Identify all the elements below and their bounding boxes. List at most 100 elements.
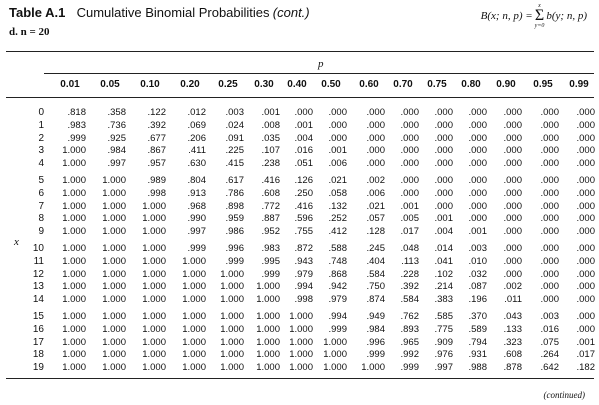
table-cell: 1.000 [62, 158, 86, 170]
table-cell: .000 [468, 200, 488, 212]
table-cell: 1.000 [220, 294, 244, 306]
table-cell: .750 [366, 281, 386, 293]
table-cell: .000 [576, 213, 596, 225]
row-x-value: 17 [32, 336, 44, 348]
table-cell: 1.000 [182, 349, 206, 361]
table-cell: .004 [434, 226, 454, 238]
header-bottom-rule [6, 97, 594, 98]
table-cell: .001 [400, 200, 420, 212]
table-cell: .416 [294, 200, 314, 212]
table-cell: 1.000 [142, 336, 166, 348]
table-cell: .772 [261, 200, 281, 212]
table-cell: .383 [434, 294, 454, 306]
table-cell: .931 [468, 349, 488, 361]
column-header: 0.75 [427, 79, 447, 90]
table-cell: .584 [400, 294, 420, 306]
table-cell: .370 [468, 311, 488, 322]
table-cell: .001 [434, 213, 454, 225]
table-cell: 1.000 [62, 362, 86, 374]
table-cell: .000 [400, 132, 420, 144]
table-cell: .128 [366, 226, 386, 238]
sigma-icon: Σ [534, 7, 545, 24]
table-cell: .000 [468, 187, 488, 199]
row-x-value: 4 [38, 158, 44, 170]
table-cell: .000 [540, 145, 560, 157]
table-cell: 1.000 [323, 362, 347, 374]
table-cell: .008 [261, 119, 281, 131]
table-cell: 1.000 [62, 213, 86, 225]
table-cell: .984 [366, 323, 386, 335]
table-cell: .000 [540, 200, 560, 212]
table-cell: 1.000 [62, 175, 86, 186]
sigma-upper-limit: x [538, 3, 541, 9]
table-cell: .132 [328, 200, 348, 212]
table-cell: .943 [294, 255, 314, 267]
table-cell: .000 [434, 132, 454, 144]
table-cell: .998 [294, 294, 314, 306]
table-cell: 1.000 [182, 294, 206, 306]
table-cell: .588 [328, 243, 348, 254]
row-x-value: 1 [38, 119, 44, 131]
p-header-rule [44, 73, 594, 74]
table-cell: .949 [366, 311, 386, 322]
column-header: 0.20 [180, 79, 200, 90]
row-x-value: 10 [32, 243, 44, 254]
row-x-value: 15 [32, 311, 44, 322]
x-axis-label: x [14, 236, 19, 248]
table-cell: .057 [366, 213, 386, 225]
table-cell: .990 [187, 213, 207, 225]
table-cell: .999 [261, 268, 281, 280]
table-cell: .001 [328, 145, 348, 157]
table-cell: .976 [434, 349, 454, 361]
table-cell: .000 [434, 200, 454, 212]
row-x-value: 5 [38, 175, 44, 186]
column-header: 0.99 [569, 79, 589, 90]
table-cell: .000 [366, 145, 386, 157]
table-cell: 1.000 [102, 349, 126, 361]
table-cell: 1.000 [62, 349, 86, 361]
table-label: Table A.1 [9, 5, 66, 20]
table-cell: .887 [261, 213, 281, 225]
table-cell: .000 [400, 175, 420, 186]
table-cell: .003 [225, 107, 245, 118]
column-header: 0.90 [496, 79, 516, 90]
table-cell: 1.000 [62, 187, 86, 199]
table-cell: .006 [366, 187, 386, 199]
table-cell: .736 [107, 119, 127, 131]
table-cell: .416 [261, 175, 281, 186]
column-header: 0.01 [60, 79, 80, 90]
table-cell: .000 [400, 107, 420, 118]
table-cell: .016 [540, 323, 560, 335]
table-cell: .642 [540, 362, 560, 374]
table-cell: .999 [400, 362, 420, 374]
table-cell: .000 [294, 107, 314, 118]
table-cell: .979 [294, 268, 314, 280]
row-x-value: 6 [38, 187, 44, 199]
table-cell: .000 [503, 200, 523, 212]
column-header: 0.80 [461, 79, 481, 90]
table-cell: .909 [434, 336, 454, 348]
table-cell: .000 [400, 158, 420, 170]
table-cell: .999 [187, 243, 207, 254]
table-cell: .000 [540, 175, 560, 186]
table-cell: .999 [67, 132, 87, 144]
column-header: 0.50 [321, 79, 341, 90]
table-cell: 1.000 [62, 281, 86, 293]
p-axis-label: p [318, 58, 324, 70]
table-cell: .206 [187, 132, 207, 144]
table-cell: .323 [503, 336, 523, 348]
table-cell: .000 [468, 158, 488, 170]
table-cell: .001 [576, 336, 596, 348]
table-cell: .868 [328, 268, 348, 280]
row-x-value: 12 [32, 268, 44, 280]
table-cell: 1.000 [323, 336, 347, 348]
formula-lhs: B(x; n, p) = [480, 10, 533, 22]
table-cell: .999 [328, 323, 348, 335]
column-header: 0.95 [533, 79, 553, 90]
table-cell: .010 [468, 255, 488, 267]
top-rule [6, 51, 594, 52]
table-cell: 1.000 [289, 311, 313, 322]
table-cell: 1.000 [182, 336, 206, 348]
table-cell: .596 [294, 213, 314, 225]
